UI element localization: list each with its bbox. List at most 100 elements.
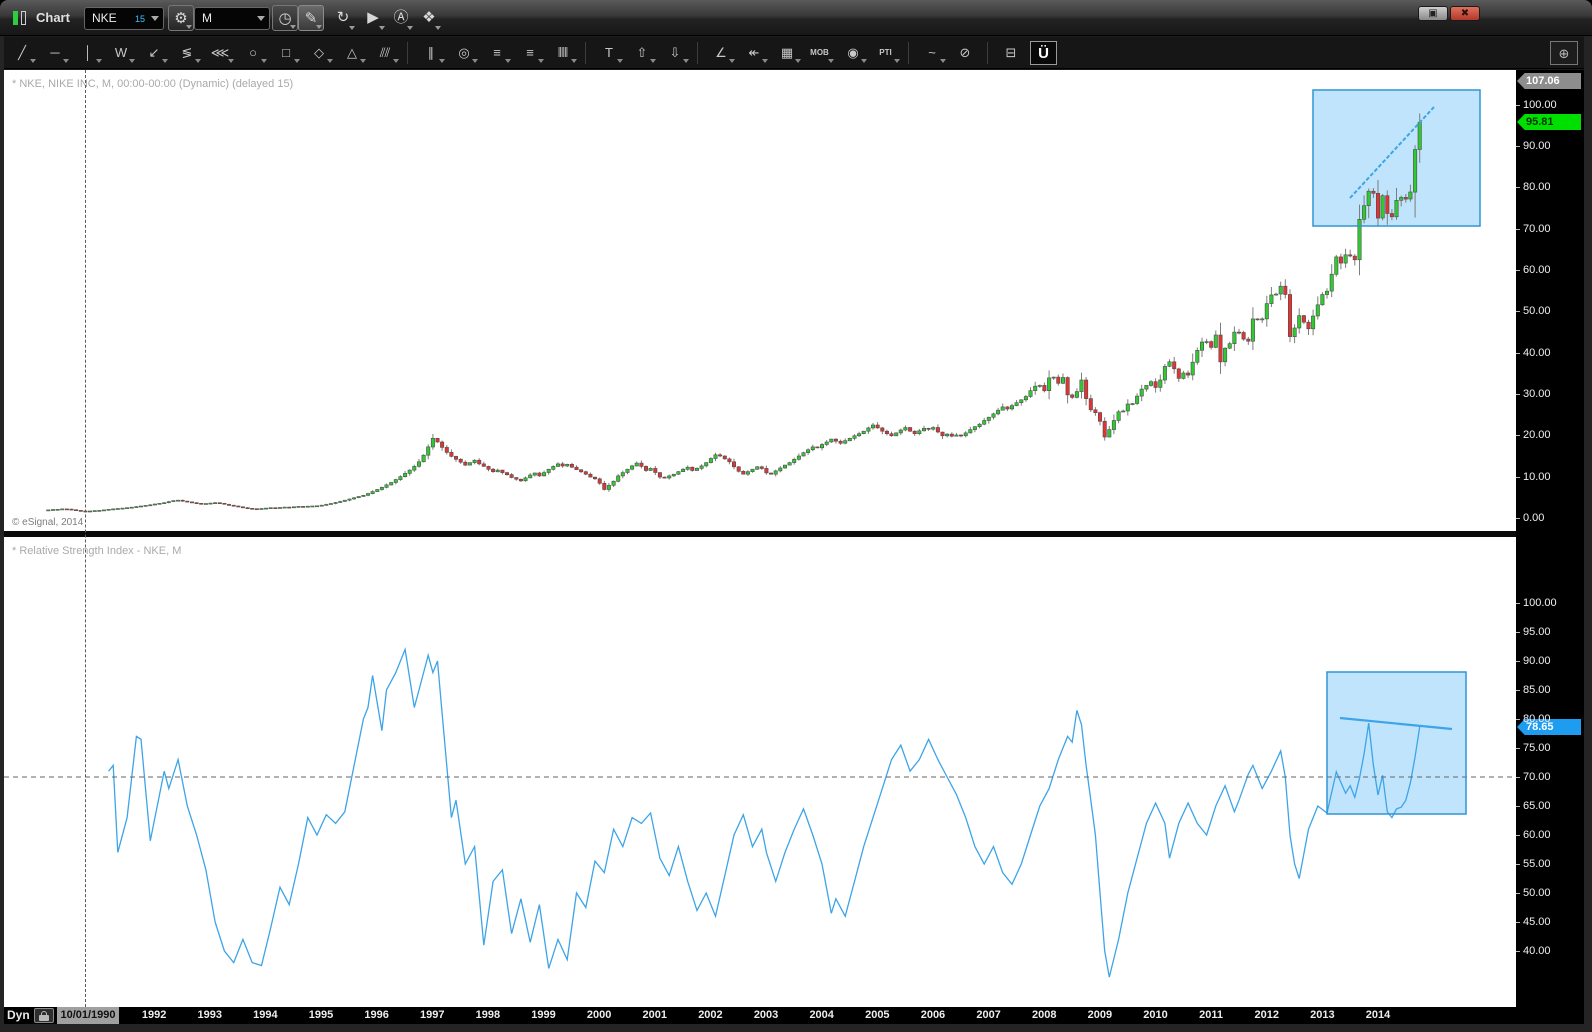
chevron-down-icon (617, 58, 623, 63)
rsi-chart-pane[interactable]: * Relative Strength Index - NKE, M (4, 537, 1516, 1007)
year-label-2011: 2011 (1199, 1009, 1224, 1021)
value-scale[interactable]: 107.06 95.81 78.65 0.00 10.00 20.00 30.00 40… (1515, 70, 1584, 1007)
trend-line-icon: ╱ (18, 44, 26, 60)
pencil-icon: ✎ (304, 10, 318, 27)
chevron-down-icon (290, 25, 296, 29)
rsi-annotation-box-fill[interactable] (1327, 672, 1466, 814)
crosshair-date-badge: 10/01/1990 (57, 1007, 119, 1024)
window-close-button[interactable]: ✖ (1450, 6, 1480, 21)
tool-fib-extension[interactable]: ≡ (516, 41, 544, 65)
window-frame (1584, 36, 1592, 1032)
year-label-1998: 1998 (475, 1009, 501, 1021)
tool-time-zones[interactable]: ⦀⦀ (549, 41, 577, 65)
ellipse-icon: ○ (249, 44, 257, 60)
circular-arrow-icon: ↻ (336, 9, 350, 26)
tool-callout[interactable]: ⊟ (997, 41, 1024, 65)
chevron-down-icon (650, 58, 656, 63)
pin-toolbar-button[interactable]: ⊕ (1550, 41, 1578, 65)
tool-arrow-down-marker[interactable]: ⇩ (661, 41, 689, 65)
chevron-down-icon (472, 58, 478, 63)
price-scale-tick: 70.00 (1516, 222, 1551, 236)
tool-mob-study[interactable]: MOB (806, 41, 834, 65)
mob-study-icon: MOB (810, 47, 829, 57)
tool-triangle[interactable]: △ (338, 41, 366, 65)
tool-vertical-line[interactable]: │ (74, 41, 102, 65)
draw-mode-button[interactable]: ✎ (298, 5, 324, 31)
fan-lines-icon: ⋘ (210, 44, 229, 60)
tool-gann-fan[interactable]: ∠ (707, 41, 735, 65)
zigzag-icon: W (114, 44, 127, 60)
rsi-trendline[interactable] (1339, 716, 1453, 731)
tool-parallel-channel[interactable]: ∥ (417, 41, 445, 65)
year-label-2010: 2010 (1143, 1009, 1168, 1021)
tool-hatch-lines[interactable]: ⫽⫽ (371, 41, 399, 65)
hatch-lines-icon: ⫽⫽ (379, 44, 391, 60)
tool-regression[interactable]: ≶ (173, 41, 201, 65)
time-template-button[interactable]: ◷ (272, 5, 298, 31)
rsi-annotation-box[interactable] (1326, 671, 1467, 815)
tool-u-study[interactable]: Ü (1030, 40, 1057, 65)
arrow-up-marker-icon: ⇧ (636, 44, 648, 60)
pin-icon: ⊕ (1558, 46, 1570, 61)
last-price-badge: 95.81 (1517, 114, 1581, 130)
link-button[interactable]: ❖ (416, 5, 442, 31)
tool-eraser[interactable]: ⊘ (951, 41, 978, 65)
pane-divider[interactable] (4, 531, 1584, 537)
tool-arrow-up-marker[interactable]: ⇧ (628, 41, 656, 65)
tool-rotated-rectangle[interactable]: ◇ (305, 41, 333, 65)
price-trendline[interactable] (1349, 106, 1435, 199)
tool-text-tool[interactable]: T (595, 41, 623, 65)
chevron-down-icon (195, 58, 201, 63)
chevron-down-icon (439, 58, 445, 63)
year-label-2013: 2013 (1310, 1009, 1335, 1021)
reload-button[interactable]: ↻ (330, 5, 356, 31)
tool-rays[interactable]: ↙ (140, 41, 168, 65)
window-restore-button[interactable]: ▣ (1418, 6, 1448, 21)
tool-arrows[interactable]: ↞ (740, 41, 768, 65)
tool-tj-ellipse[interactable]: ◉ (839, 41, 867, 65)
play-button[interactable]: ▶ (360, 5, 386, 31)
rsi-scale-tick: 60.00 (1516, 828, 1551, 842)
rsi-scale-tick: 90.00 (1516, 654, 1551, 668)
symbol-value: NKE (92, 11, 117, 25)
rsi-line-chart[interactable] (4, 537, 1516, 1007)
chevron-down-icon[interactable] (151, 16, 159, 21)
chevron-down-icon[interactable] (257, 16, 265, 21)
window-frame (0, 1024, 1592, 1032)
price-scale-tick: 20.00 (1516, 428, 1551, 442)
tool-pti-study[interactable]: PTI (872, 41, 900, 65)
parallel-channel-icon: ∥ (427, 44, 434, 60)
time-axis[interactable]: Dyn 10/01/1990 1992 1993 1994 1995 1996 1997 1… (4, 1007, 1584, 1024)
tool-zigzag[interactable]: W (107, 41, 135, 65)
copyright-label: © eSignal, 2014 (12, 517, 84, 528)
chevron-down-icon (63, 58, 69, 63)
price-scale-tick: 50.00 (1516, 304, 1551, 318)
candlestick-chart[interactable] (4, 70, 1516, 531)
gear-icon: ⚙ (174, 10, 188, 27)
callout-icon: ⊟ (1005, 44, 1017, 60)
tool-wave-tool[interactable]: ~ (918, 41, 946, 65)
price-annotation-box[interactable] (1312, 89, 1481, 227)
tool-trend-line[interactable]: ╱ (8, 41, 36, 65)
interval-select[interactable]: M (194, 7, 270, 30)
tool-fan-lines[interactable]: ⋘ (206, 41, 234, 65)
tool-fib-retracement[interactable]: ≡ (483, 41, 511, 65)
arrow-down-marker-icon: ⇩ (669, 44, 681, 60)
year-label-2005: 2005 (865, 1009, 890, 1021)
rsi-scale-tick: 40.00 (1516, 944, 1551, 958)
price-scale-tick: 60.00 (1516, 263, 1551, 277)
lock-button[interactable] (34, 1008, 54, 1023)
tool-rectangle[interactable]: □ (272, 41, 300, 65)
tool-fib-circles[interactable]: ◎ (450, 41, 478, 65)
tool-ellipse[interactable]: ○ (239, 41, 267, 65)
price-chart-pane[interactable]: * NKE, NIKE INC, M, 00:00-00:00 (Dynamic… (4, 70, 1516, 531)
tool-grid-tool[interactable]: ▦ (773, 41, 801, 65)
symbol-input[interactable]: NKE 15 (84, 7, 164, 30)
auto-button[interactable]: Ⓐ (388, 5, 414, 31)
tool-horizontal-line[interactable]: ─ (41, 41, 69, 65)
chevron-down-icon (162, 58, 168, 63)
year-label-2001: 2001 (642, 1009, 668, 1021)
toolbar-separator (908, 41, 909, 64)
symbol-settings-button[interactable]: ⚙ (168, 5, 194, 31)
